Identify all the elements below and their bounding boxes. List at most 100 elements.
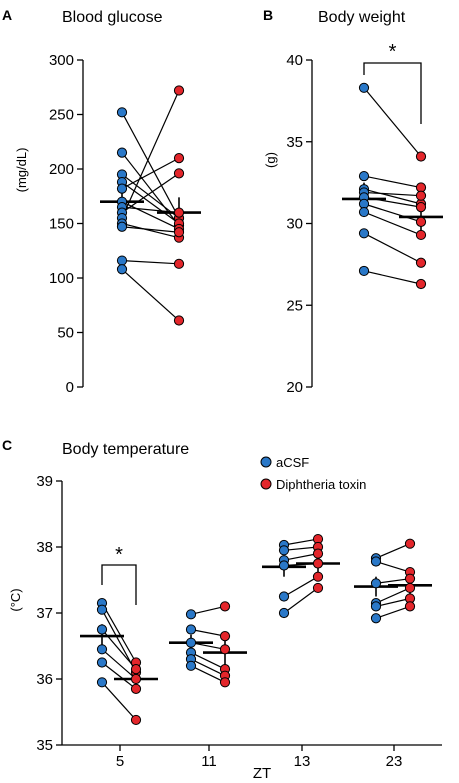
panel-c-zt5-pair-line (101, 662, 137, 690)
panel-c-zt13-pair-line (283, 587, 319, 614)
panel-b-acsf-point (358, 206, 370, 218)
panel-c-zt5-pair-line (101, 681, 137, 721)
panel-b-toxin-point (415, 190, 427, 201)
panel-a-pair-line (121, 173, 180, 219)
panel-a-toxin-point (173, 85, 185, 96)
panel-c-zt13-pair-line (283, 576, 319, 598)
legend-marker-acsf (260, 456, 272, 468)
panel-b-title: Body weight (318, 9, 406, 26)
panel-b-ytick-label: 30 (286, 216, 303, 233)
panel-a-ytick-label: 300 (49, 52, 74, 69)
panel-b-acsf-point (358, 265, 370, 277)
panel-c-ylabel: (°C) (8, 588, 23, 611)
panel-c-zt13-pair-line (283, 538, 319, 546)
panel-a-acsf-point (116, 221, 128, 232)
panel-c-zt11-acsf-point (185, 660, 197, 671)
panel-c-zt11-pair-line (190, 665, 226, 683)
panel-b-pair-line (363, 188, 422, 205)
panel-b-toxin-point (415, 278, 427, 290)
panel-c-zt23-acsf-point (370, 613, 382, 624)
panel-b-ytick-label: 35 (286, 134, 303, 151)
panel-a-ytick-label: 150 (49, 216, 74, 233)
panel-a-toxin-point (173, 153, 185, 164)
panel-b-pair-line (363, 211, 422, 236)
legend: aCSF Diphtheria toxin (260, 455, 366, 492)
panel-c-zt11-pair-line (190, 658, 226, 677)
panel-b-ytick-label: 25 (286, 297, 303, 314)
panel-b-sig-bracket (363, 62, 422, 124)
panel-a-pair-line (121, 259, 180, 265)
panel-c-zt13-acsf-point (278, 545, 290, 556)
panel-c-zt11-toxin-point (219, 644, 231, 655)
panel-a-acsf-point (116, 107, 128, 118)
legend-label-toxin: Diphtheria toxin (276, 477, 366, 492)
panel-c-zt11-pair-line (190, 628, 226, 637)
panel-b-plot: 20 25 30 35 40 * (286, 41, 443, 396)
panel-a-toxin-point (173, 315, 185, 326)
panel-a-toxin-point (173, 207, 185, 218)
panel-c-zt13-toxin-point (312, 558, 324, 569)
panel-a-acsf-point (116, 147, 128, 158)
panel-c-zt5-acsf-point (96, 624, 108, 635)
panel-c-plot: 35 36 37 38 39 5 * 11 13 23 (36, 473, 442, 770)
panel-a-pair-line (121, 226, 180, 233)
panel-a-plot: 0 50 100 150 200 250 300 (49, 52, 201, 396)
panel-b-ylabel: (g) (263, 152, 278, 168)
panel-c-zt13-toxin-point (312, 582, 324, 594)
panel-c-zt11-pair-line (190, 652, 226, 670)
panel-a-ytick-label: 200 (49, 161, 74, 178)
panel-c-zt13-pair-line (283, 553, 319, 561)
panel-letter-c: C (2, 437, 12, 453)
panel-a-ytick-label: 50 (57, 325, 74, 342)
panel-c-zt5-pair-line (101, 648, 137, 680)
panel-a-pair-line (121, 268, 180, 321)
panel-b-toxin-point (415, 202, 427, 213)
panel-b-sig-star: * (389, 41, 397, 63)
panel-c-xtick-label: 23 (386, 753, 403, 770)
panel-c-ytick-label: 37 (36, 605, 53, 622)
panel-b-toxin-point (415, 257, 427, 268)
panel-c-zt23-pair-line (375, 560, 411, 573)
panel-c-zt11-acsf-point (185, 609, 197, 620)
panel-c-zt13-pair-line (283, 546, 319, 551)
panel-a-pair-line (121, 157, 180, 190)
panel-c-zt11-toxin-point (219, 631, 231, 642)
panel-b-pair-line (363, 175, 422, 189)
panel-c-zt5-acsf-point (96, 657, 108, 668)
panel-c-ytick-label: 38 (36, 539, 53, 556)
panel-b-acsf-point (358, 82, 370, 93)
panel-c-zt13-acsf-point (278, 607, 290, 619)
panel-c-zt23-pair-line (375, 587, 411, 604)
panel-c-zt13-toxin-point (312, 571, 324, 582)
panel-b-pair-line (363, 270, 422, 285)
panel-a-acsf-point (116, 255, 128, 266)
panel-c-zt5-pair-line (101, 602, 137, 663)
panel-c-zt23-pair-line (375, 605, 411, 619)
panel-c-zt5-toxin-point (130, 664, 142, 675)
panel-b-acsf-point (358, 228, 370, 239)
panel-a-acsf-point (116, 264, 128, 275)
panel-b-toxin-point (415, 229, 427, 241)
panel-c-title: Body temperature (62, 441, 189, 458)
panel-b-pair-line (363, 203, 422, 223)
panel-c-zt23-pair-line (375, 543, 411, 559)
panel-a-toxin-point (173, 227, 185, 238)
panel-a-pair-line (121, 222, 180, 239)
panel-c-zt23-pair-line (375, 597, 411, 607)
panel-c-zt23-acsf-point (370, 601, 382, 612)
panel-c-zt11-toxin-point (219, 601, 231, 612)
legend-label-acsf: aCSF (276, 455, 309, 470)
panel-b-pair-line (363, 191, 422, 197)
panel-c-zt5-acsf-point (96, 677, 108, 688)
panel-c-zt11-acsf-point (185, 624, 197, 635)
panel-c-xlabel: ZT (253, 765, 271, 782)
panel-c-zt23-pair-line (375, 578, 411, 584)
panel-a-ytick-label: 0 (66, 379, 74, 396)
panel-c-ytick-label: 39 (36, 473, 53, 490)
panel-c-sig-bracket (101, 564, 137, 605)
panel-c-ytick-label: 35 (36, 737, 53, 754)
panel-a-ytick-label: 100 (49, 270, 74, 287)
panel-c-zt13-toxin-point (312, 548, 324, 559)
panel-c-zt23-acsf-point (370, 578, 382, 589)
